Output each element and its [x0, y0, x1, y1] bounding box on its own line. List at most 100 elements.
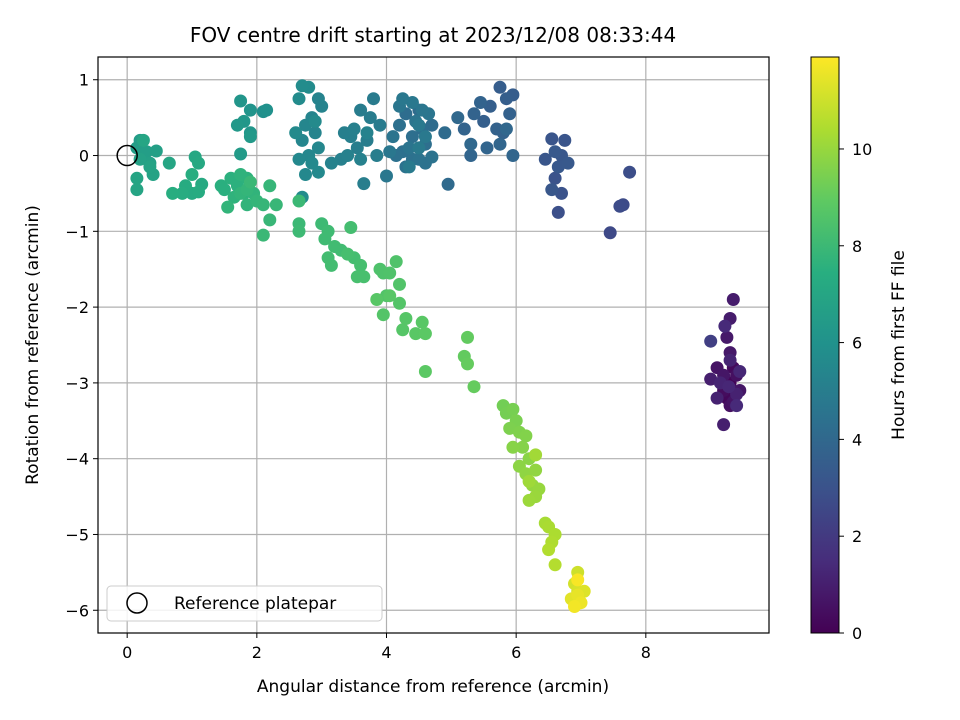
data-point	[418, 365, 432, 378]
data-point	[370, 149, 384, 162]
data-point	[357, 270, 371, 284]
data-point	[710, 391, 724, 405]
data-point	[402, 160, 416, 174]
data-point	[493, 137, 507, 151]
data-point	[263, 213, 277, 227]
data-point	[292, 152, 306, 166]
data-point	[383, 289, 397, 303]
colorbar-label: Hours from first FF file	[889, 250, 909, 440]
data-point	[542, 543, 556, 557]
y-tick-label: −4	[65, 450, 89, 469]
data-point	[499, 92, 513, 106]
data-point	[243, 130, 257, 144]
legend-label: Reference platepar	[174, 594, 336, 614]
x-axis-ticks: 0 2 4 6 8	[122, 633, 651, 662]
reference-platepar-marker	[116, 144, 138, 167]
data-point	[308, 126, 322, 140]
data-point	[722, 380, 736, 394]
data-point	[393, 277, 406, 291]
data-point	[243, 175, 257, 189]
data-point	[341, 149, 355, 162]
data-point	[311, 141, 325, 155]
data-point	[558, 133, 572, 147]
data-point	[344, 221, 358, 234]
data-point	[405, 130, 419, 144]
colorbar: 0 2 4 6 8 10 Hours from first FF file	[810, 56, 909, 643]
data-point	[318, 232, 332, 246]
data-point	[516, 440, 530, 454]
colorbar-tick-label: 6	[852, 334, 862, 353]
data-point	[474, 96, 487, 109]
data-point	[367, 92, 380, 106]
data-point	[441, 177, 455, 191]
data-point	[143, 160, 157, 174]
data-point	[324, 258, 338, 272]
data-point	[373, 118, 387, 132]
data-point	[354, 258, 368, 272]
data-point	[415, 103, 429, 117]
data-point	[545, 132, 559, 146]
data-point	[718, 319, 732, 333]
data-point	[519, 429, 533, 443]
data-point	[230, 118, 244, 132]
data-point	[499, 122, 513, 136]
data-point	[412, 141, 426, 155]
data-point	[726, 293, 740, 306]
data-point	[311, 165, 325, 179]
data-point	[243, 103, 257, 117]
data-point	[341, 247, 355, 261]
data-point	[347, 122, 361, 136]
data-point	[185, 168, 199, 181]
x-tick-label: 8	[641, 643, 651, 662]
data-point	[464, 149, 478, 162]
data-point	[260, 103, 274, 117]
data-point	[256, 198, 270, 212]
data-point	[538, 152, 552, 166]
data-point	[418, 130, 432, 144]
data-point	[418, 327, 432, 341]
legend-marker-circle	[126, 592, 148, 614]
data-point	[386, 130, 400, 144]
data-point	[234, 94, 248, 108]
data-point	[166, 186, 180, 200]
data-point	[623, 165, 637, 179]
y-tick-label: 0	[79, 147, 89, 166]
data-point	[506, 440, 520, 454]
data-point	[720, 330, 734, 344]
data-point	[730, 399, 744, 413]
data-point	[380, 169, 393, 183]
data-point	[376, 308, 390, 322]
data-point	[192, 156, 205, 170]
data-point	[412, 118, 426, 132]
y-axis-ticks: 1 0 −1 −2 −3 −4 −5 −6	[65, 71, 98, 620]
data-points	[130, 79, 747, 613]
data-point	[464, 137, 478, 151]
data-point	[529, 463, 543, 477]
data-point	[175, 186, 189, 200]
data-point	[130, 183, 144, 197]
y-tick-label: 1	[79, 71, 89, 90]
data-point	[221, 200, 235, 214]
data-point	[130, 171, 144, 185]
data-point	[192, 185, 205, 199]
data-point	[269, 198, 283, 212]
data-point	[467, 380, 481, 394]
data-point	[415, 315, 429, 329]
data-point	[457, 122, 471, 136]
chart-title: FOV centre drift starting at 2023/12/08 …	[190, 23, 676, 47]
colorbar-tick-label: 8	[852, 237, 862, 256]
data-point	[551, 205, 565, 219]
data-point	[561, 156, 575, 170]
data-point	[363, 111, 377, 125]
data-point	[292, 92, 306, 106]
x-tick-label: 4	[381, 643, 391, 662]
colorbar-tick-label: 4	[852, 430, 862, 449]
data-point	[493, 80, 507, 94]
data-point	[548, 558, 562, 572]
y-tick-label: −3	[65, 374, 89, 393]
data-point	[289, 126, 303, 140]
data-point	[357, 177, 371, 191]
data-point	[425, 150, 439, 164]
data-point	[360, 126, 374, 140]
data-point	[162, 156, 176, 170]
